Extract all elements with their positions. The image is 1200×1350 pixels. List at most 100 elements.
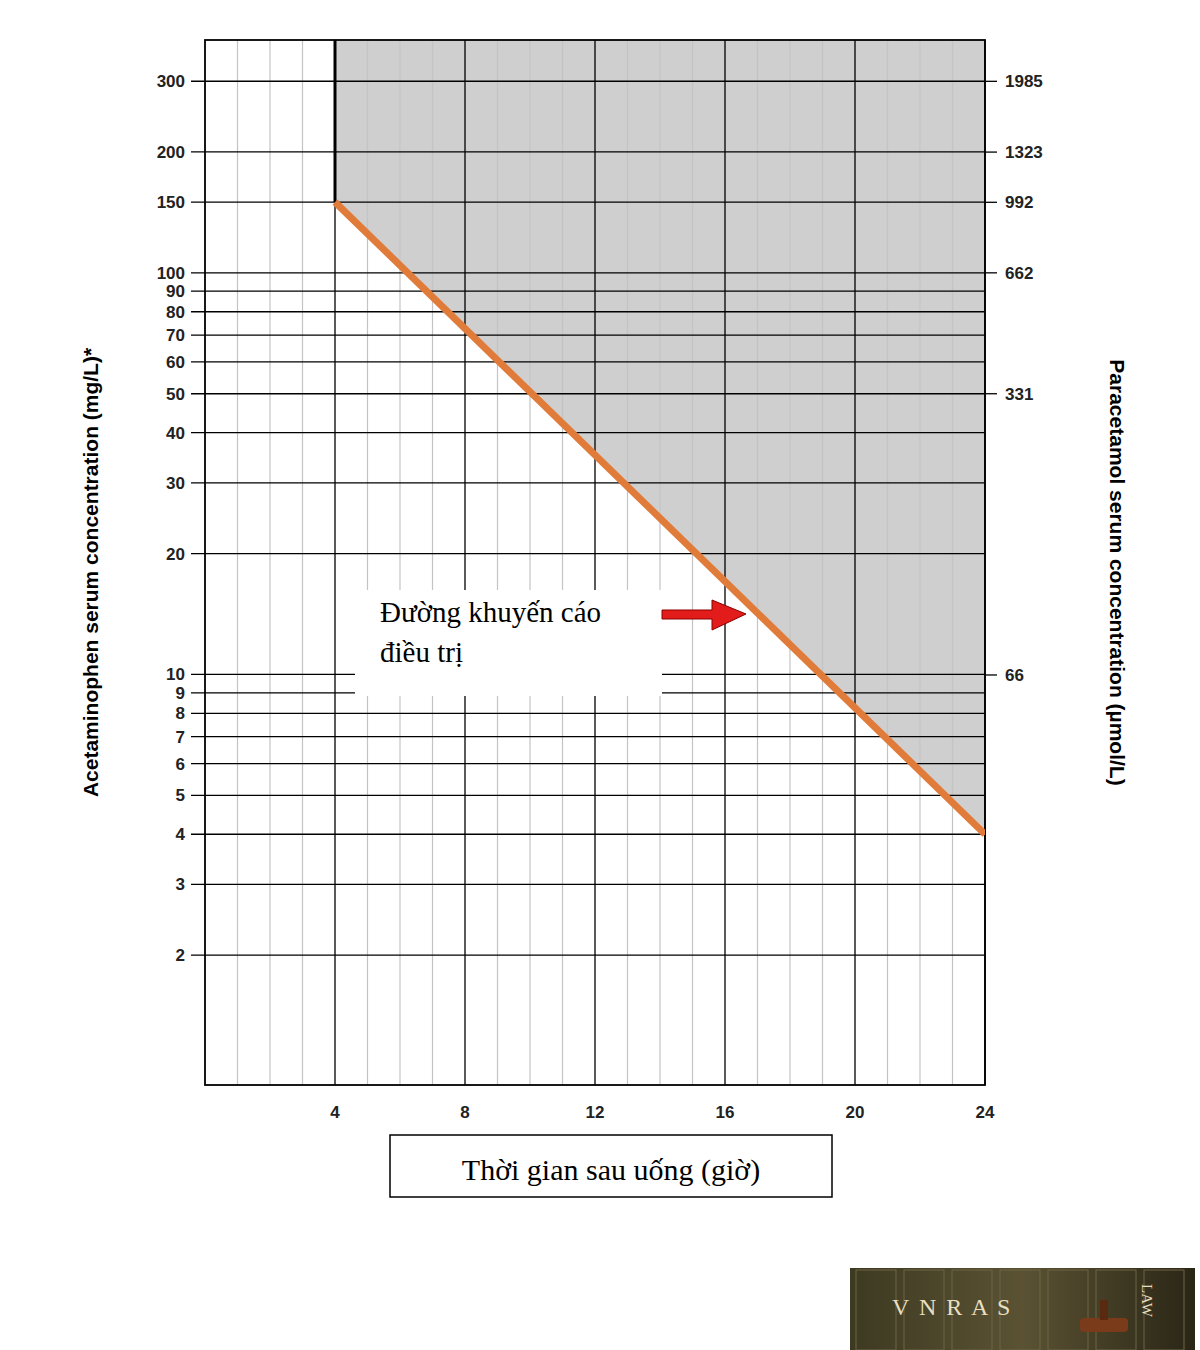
logo-book bbox=[856, 1270, 896, 1350]
y-tick-label: 2 bbox=[176, 946, 185, 965]
y-tick-label: 20 bbox=[166, 545, 185, 564]
minor-grid-line bbox=[562, 40, 563, 1085]
minor-grid-line bbox=[237, 40, 238, 1085]
line-group bbox=[335, 40, 985, 834]
logo-side-text: LAW bbox=[1139, 1284, 1155, 1318]
y-tick-label: 200 bbox=[157, 143, 185, 162]
logo-book bbox=[1048, 1270, 1088, 1350]
y-grid-line bbox=[191, 311, 985, 312]
y-tick-label: 4 bbox=[176, 825, 186, 844]
y-tick-label: 40 bbox=[166, 424, 185, 443]
y2-tick bbox=[985, 272, 997, 273]
y-axis-title: Acetaminophen serum concentration (mg/L)… bbox=[79, 347, 102, 797]
y2-tick bbox=[985, 202, 997, 203]
y-grid-line bbox=[191, 736, 985, 737]
y-tick-label: 9 bbox=[176, 684, 185, 703]
y-tick-label: 80 bbox=[166, 303, 185, 322]
y-tick-label: 5 bbox=[176, 786, 185, 805]
y-grid-line bbox=[191, 763, 985, 764]
x-grid-line bbox=[854, 40, 855, 1085]
y2-tick bbox=[985, 151, 997, 152]
y-tick-label: 3 bbox=[176, 875, 185, 894]
annotation-arrow bbox=[662, 600, 746, 630]
y2-tick-label: 992 bbox=[1005, 193, 1033, 212]
y-grid-line bbox=[191, 361, 985, 362]
y-tick-label: 90 bbox=[166, 282, 185, 301]
minor-grid-line bbox=[399, 40, 400, 1085]
y-tick-label: 50 bbox=[166, 385, 185, 404]
minor-grid-line bbox=[822, 40, 823, 1085]
y-tick-label: 8 bbox=[176, 704, 185, 723]
y-tick-label: 300 bbox=[157, 72, 185, 91]
y2-tick-label: 1985 bbox=[1005, 72, 1043, 91]
minor-grid-line bbox=[952, 40, 953, 1085]
y-tick-label: 100 bbox=[157, 264, 185, 283]
x-tick-label: 16 bbox=[716, 1103, 735, 1122]
minor-grid-line bbox=[529, 40, 530, 1085]
y-grid-line bbox=[191, 393, 985, 394]
y-tick-label: 60 bbox=[166, 353, 185, 372]
x-axis-title: Thời gian sau uống (giờ) bbox=[462, 1153, 760, 1187]
grid bbox=[191, 40, 985, 1085]
line-annotation: Đường khuyến cáođiều trị bbox=[380, 596, 601, 668]
y-grid-line bbox=[191, 884, 985, 885]
y-grid-line bbox=[191, 482, 985, 483]
minor-grid-line bbox=[757, 40, 758, 1085]
y2-tick-label: 1323 bbox=[1005, 143, 1043, 162]
x-tick-label: 24 bbox=[976, 1103, 995, 1122]
y-grid-line bbox=[191, 272, 985, 273]
y-grid-line bbox=[191, 334, 985, 335]
minor-grid-line bbox=[497, 40, 498, 1085]
x-grid-line bbox=[334, 40, 335, 1085]
logo-book bbox=[1096, 1270, 1136, 1350]
x-grid-line bbox=[464, 40, 465, 1085]
y-grid-line bbox=[191, 834, 985, 835]
y2-axis-title: Paracetamol serum concentration (µmol/L) bbox=[1106, 359, 1129, 785]
x-grid-line bbox=[724, 40, 725, 1085]
y-grid-line bbox=[191, 81, 985, 82]
minor-grid-line bbox=[269, 40, 270, 1085]
x-title-box bbox=[390, 1135, 832, 1197]
y-grid-line bbox=[191, 432, 985, 433]
y-tick-label: 30 bbox=[166, 474, 185, 493]
y-tick-label: 7 bbox=[176, 728, 185, 747]
minor-grid-line bbox=[659, 40, 660, 1085]
treatment-line bbox=[335, 202, 985, 834]
y2-tick-label: 662 bbox=[1005, 264, 1033, 283]
y-grid-line bbox=[191, 151, 985, 152]
zone-boundary bbox=[334, 40, 337, 202]
x-tick-label: 20 bbox=[846, 1103, 865, 1122]
logo-background bbox=[850, 1268, 1195, 1350]
x-tick-label: 8 bbox=[460, 1103, 469, 1122]
y2-tick bbox=[985, 81, 997, 82]
minor-grid-line bbox=[367, 40, 368, 1085]
y-grid-line bbox=[191, 291, 985, 292]
y2-tick-label: 331 bbox=[1005, 385, 1033, 404]
logo-gavel-handle bbox=[1100, 1300, 1108, 1320]
minor-grid-line bbox=[919, 40, 920, 1085]
x-tick-label: 12 bbox=[586, 1103, 605, 1122]
y2-tick bbox=[985, 674, 997, 675]
chart: 2345678910203040506070809010015020030048… bbox=[0, 0, 1200, 1350]
logo: V N R A S LAW bbox=[850, 1268, 1195, 1350]
y-grid-line bbox=[191, 795, 985, 796]
annotation-patch bbox=[355, 590, 662, 696]
minor-grid-line bbox=[692, 40, 693, 1085]
y-grid-line bbox=[191, 553, 985, 554]
minor-grid-line bbox=[789, 40, 790, 1085]
logo-text: V N R A S bbox=[892, 1294, 1012, 1320]
y-grid-line bbox=[191, 201, 985, 202]
y-tick-label: 70 bbox=[166, 326, 185, 345]
y2-tick bbox=[985, 393, 997, 394]
logo-gavel bbox=[1080, 1318, 1128, 1332]
x-grid-line bbox=[594, 40, 595, 1085]
x-tick-label: 4 bbox=[330, 1103, 340, 1122]
minor-grid-line bbox=[432, 40, 433, 1085]
plot-background bbox=[205, 40, 985, 1085]
y-tick-label: 6 bbox=[176, 755, 185, 774]
y2-tick-label: 66 bbox=[1005, 666, 1024, 685]
minor-grid-line bbox=[887, 40, 888, 1085]
plot-frame bbox=[205, 40, 985, 1085]
y-grid-line bbox=[191, 955, 985, 956]
y-tick-label: 150 bbox=[157, 193, 185, 212]
